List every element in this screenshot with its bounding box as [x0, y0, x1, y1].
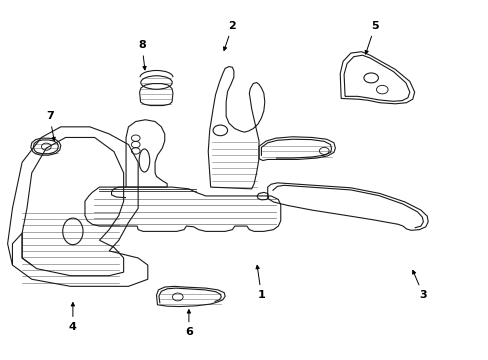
Text: 1: 1: [255, 265, 265, 300]
Text: 8: 8: [138, 40, 146, 70]
Text: 2: 2: [223, 21, 236, 50]
Text: 6: 6: [184, 310, 192, 337]
Text: 7: 7: [46, 111, 55, 141]
Text: 3: 3: [412, 270, 427, 300]
Text: 4: 4: [69, 303, 77, 332]
Text: 5: 5: [365, 21, 378, 54]
